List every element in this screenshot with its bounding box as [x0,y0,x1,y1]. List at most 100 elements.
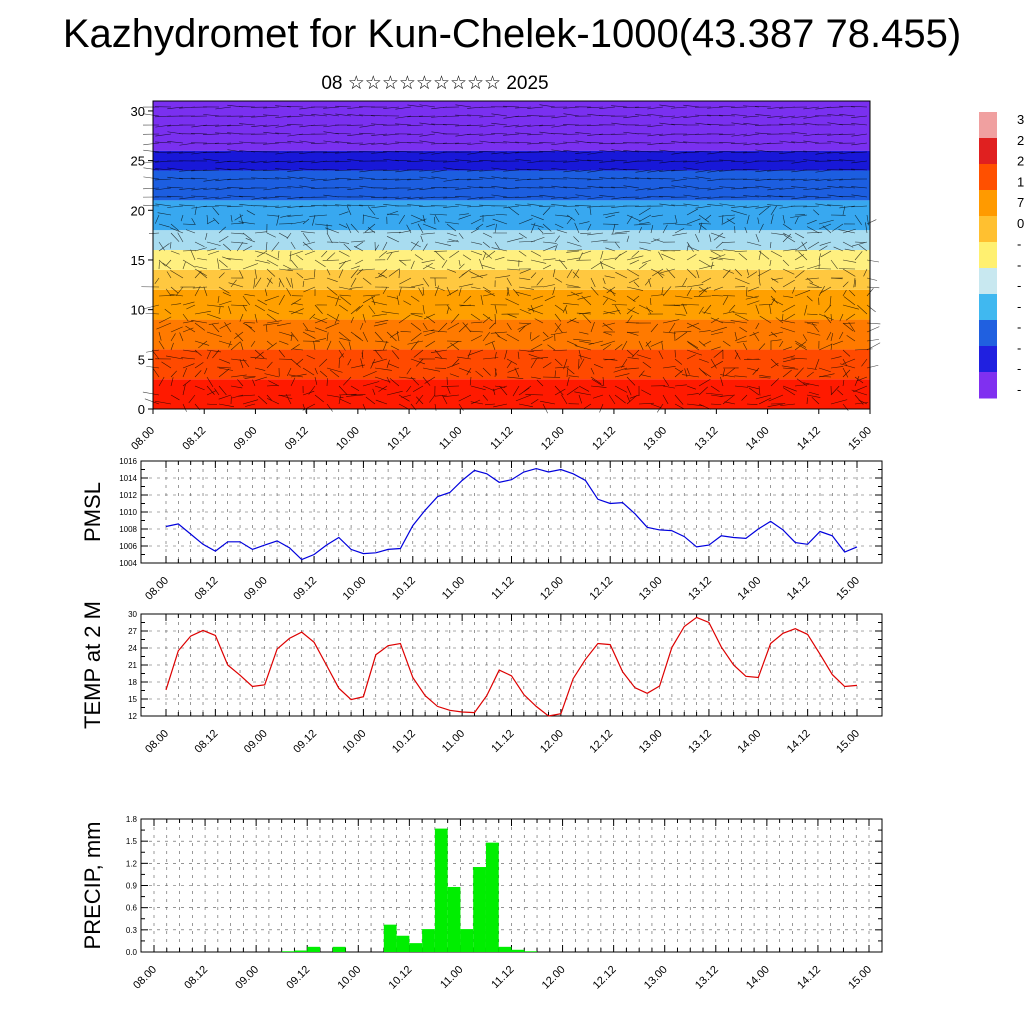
wind-vector [771,277,784,281]
wind-vector [170,286,179,294]
wind-vector [515,394,532,402]
wind-vector [350,223,359,233]
precip-bar [511,949,525,952]
grid [141,613,882,717]
wind-vector [578,349,582,360]
wind-vector [791,160,808,164]
wind-vector [410,218,427,225]
wind-vector [460,304,472,307]
wind-vector [827,204,844,207]
wind-vector [203,158,220,162]
wind-vector [194,385,205,391]
wind-vector [191,177,208,180]
wind-vector [626,215,633,225]
wind-vector [811,396,820,405]
wind-vector [611,159,628,162]
x-tick-label: 10.00 [341,575,369,603]
wind-vector [206,350,211,360]
wind-vector [246,210,256,216]
wind-vector [266,361,273,369]
wind-vector [482,367,491,376]
wind-vector [383,196,400,199]
wind-vector [347,178,364,181]
wind-vector [614,394,626,404]
wind-vector [235,332,244,342]
wind-vector [263,169,280,171]
wind-vector [854,376,860,387]
wind-vector [431,176,448,180]
wind-vector [179,142,196,146]
wind-vector [589,206,592,216]
wind-vector [851,151,868,154]
wind-vector [818,258,820,270]
wind-vector [218,368,230,378]
wind-vector [554,277,563,283]
x-tick-label: 08.00 [129,425,157,453]
wind-vector [265,324,268,333]
wind-vector [326,286,338,296]
wind-vector [698,286,712,293]
wind-vector [575,159,592,162]
wind-vector [661,286,664,295]
wind-vector [403,300,412,306]
wind-vector [566,376,570,387]
wind-vector [338,250,350,257]
wind-vector [554,388,566,396]
x-tick-label: 10.12 [390,728,418,756]
wind-vector [215,196,232,200]
wind-vector [515,168,532,171]
wind-vector [566,386,579,396]
y-tick-label: 1004 [119,559,137,568]
wind-vector [615,272,628,279]
wind-vector [263,322,280,326]
wind-vector [182,379,191,387]
wind-vector [830,332,834,342]
wind-vector [806,295,813,302]
wind-vector [839,168,856,171]
wind-vector [455,114,472,117]
wind-vector [424,376,436,384]
wind-vector [824,314,832,324]
wind-vector [479,214,496,217]
wind-vector [566,250,580,253]
wind-vector [314,376,318,385]
wind-vector [374,340,389,343]
wind-vector [624,367,640,370]
wind-vector [842,403,849,411]
wind-vector [674,369,684,378]
wind-vector [434,214,440,223]
wind-vector [378,250,388,258]
wind-vector [803,140,820,144]
wind-vector [842,369,851,378]
wind-vector [806,322,817,326]
wind-vector [781,365,796,369]
wind-vector [254,231,268,234]
wind-vector [311,178,328,181]
wind-vector [674,214,678,224]
wind-vector [681,304,700,306]
wind-vector [746,271,758,279]
wind-vector [206,376,214,388]
wind-vector [470,218,482,225]
wind-vector [794,232,805,239]
wind-vector [755,114,772,117]
wind-vector [277,250,280,259]
wind-vector [182,301,195,306]
wind-vector [206,214,209,224]
colorbar-label: - [1017,299,1021,314]
wind-vector [479,177,496,180]
wind-vector [407,133,424,136]
wind-vector [165,355,184,360]
wind-vector [228,306,232,315]
wind-vector [614,344,623,351]
wind-vector [152,367,160,378]
wind-vector [373,349,388,351]
wind-vector [832,340,844,345]
wind-vector [493,403,508,408]
wind-vector [515,178,532,181]
wind-vector [389,378,400,387]
wind-vector [365,396,376,405]
wind-vector [303,286,316,293]
wind-vector [499,386,508,396]
wind-vector [551,168,568,171]
